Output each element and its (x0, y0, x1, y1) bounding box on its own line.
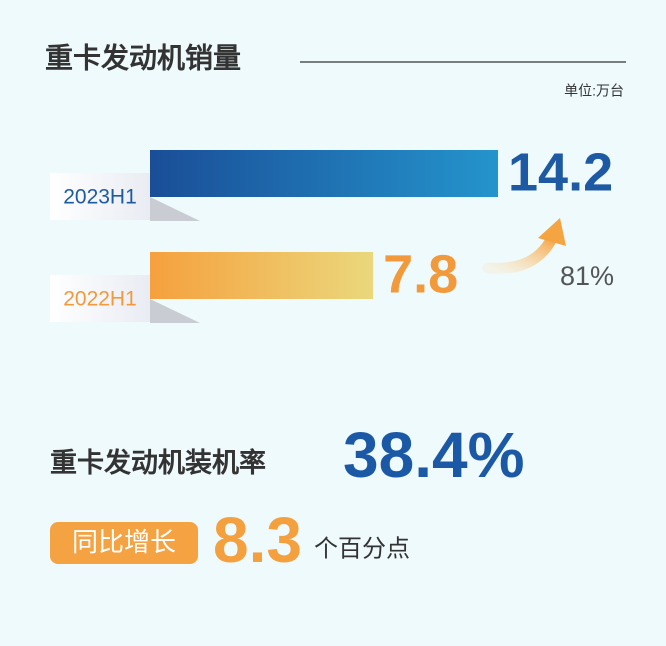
value-label: 14.2 (508, 142, 613, 202)
bar (150, 252, 374, 299)
bar-shadow (150, 197, 200, 221)
unit-label: 单位:万台 (564, 83, 624, 99)
rate-value: 38.4% (343, 419, 524, 491)
category-label: 2022H1 (63, 288, 137, 311)
chart-title: 重卡发动机销量 (45, 41, 241, 73)
growth-arrow-head (538, 218, 566, 246)
rate-title: 重卡发动机装机率 (50, 447, 266, 478)
category-label: 2023H1 (63, 186, 137, 209)
change-pill (50, 522, 198, 564)
growth-label: 81% (560, 261, 614, 291)
growth-arrow (482, 232, 558, 274)
change-label: 同比增长 (72, 527, 176, 557)
change-value: 8.3 (213, 504, 302, 576)
bar (150, 150, 498, 197)
category-box (50, 173, 150, 220)
bar-shadow (150, 299, 200, 323)
value-label: 7.8 (383, 244, 458, 304)
change-unit: 个百分点 (314, 535, 410, 562)
category-box (50, 275, 150, 322)
